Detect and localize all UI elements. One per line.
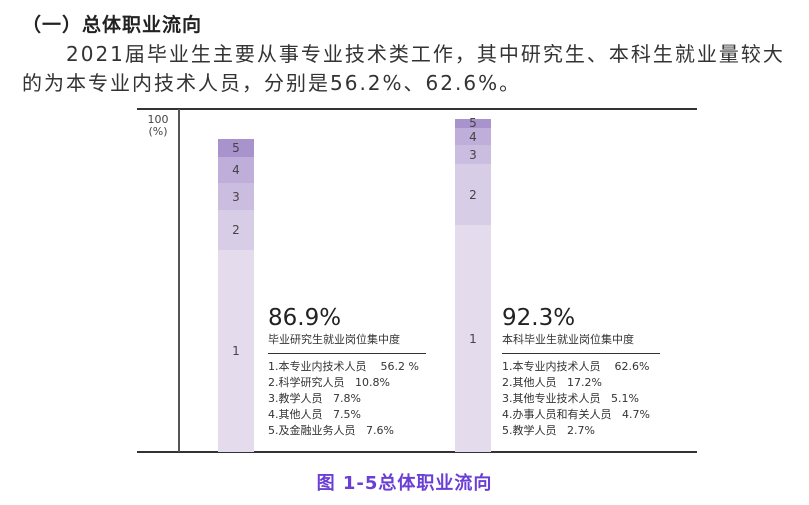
bar-segment-3: 3 xyxy=(218,183,254,210)
segment-label: 2 xyxy=(469,187,477,202)
undergraduate-total: 92.3% xyxy=(502,305,576,331)
undergraduate-subtitle: 本科毕业生就业岗位集中度 xyxy=(502,333,634,346)
bar-segment-3: 3 xyxy=(455,145,491,164)
y-axis-unit: (%) xyxy=(148,125,168,138)
legend-item: 2.科学研究人员 10.8% xyxy=(268,376,390,389)
intro-text: 2021届毕业生主要从事专业技术类工作，其中研究生、本科生就业量较大的为本专业内… xyxy=(22,42,785,95)
segment-label: 1 xyxy=(232,344,240,358)
bar-segment-2: 2 xyxy=(218,210,254,250)
segment-label: 1 xyxy=(469,331,477,346)
graduate-total: 86.9% xyxy=(268,305,342,331)
segment-label: 3 xyxy=(232,189,240,204)
legend-item: 4.其他人员 7.5% xyxy=(268,408,361,421)
figure-caption: 图 1-5总体职业流向 xyxy=(316,473,493,494)
chart-top-border xyxy=(137,108,697,110)
divider xyxy=(502,353,660,354)
bar-segment-4: 4 xyxy=(218,157,254,183)
legend-item: 3.其他专业技术人员 5.1% xyxy=(502,392,639,405)
legend-item: 4.办事人员和有关人员 4.7% xyxy=(502,408,650,421)
bar-graduate: 5 4 3 2 1 xyxy=(218,139,254,452)
y-axis-label: 100 (%) xyxy=(140,114,176,138)
legend-item: 2.其他人员 17.2% xyxy=(502,376,602,389)
chart-baseline xyxy=(137,451,697,453)
segment-label: 2 xyxy=(232,223,240,237)
segment-label: 4 xyxy=(232,163,240,177)
legend-item: 5.教学人员 2.7% xyxy=(502,424,595,437)
bar-segment-5: 5 xyxy=(218,139,254,157)
graduate-summary: 86.9% 毕业研究生就业岗位集中度 1.本专业内技术人员 56.2 % 2.科… xyxy=(268,306,426,439)
segment-label: 5 xyxy=(469,116,477,130)
divider xyxy=(268,353,426,354)
bar-undergraduate: 5 4 3 2 1 xyxy=(455,116,491,452)
legend-item: 1.本专业内技术人员 62.6% xyxy=(502,360,650,373)
segment-label: 5 xyxy=(232,141,240,155)
y-axis-max: 100 xyxy=(147,113,169,126)
bar-segment-4: 4 xyxy=(455,128,491,145)
graduate-subtitle: 毕业研究生就业岗位集中度 xyxy=(268,333,400,346)
intro-paragraph: 2021届毕业生主要从事专业技术类工作，其中研究生、本科生就业量较大的为本专业内… xyxy=(22,40,802,98)
legend-item: 1.本专业内技术人员 56.2 % xyxy=(268,360,419,373)
undergraduate-summary: 92.3% 本科毕业生就业岗位集中度 1.本专业内技术人员 62.6% 2.其他… xyxy=(502,306,660,439)
legend-item: 3.教学人员 7.8% xyxy=(268,392,361,405)
segment-label: 3 xyxy=(469,147,477,162)
section-heading: （一）总体职业流向 xyxy=(22,14,203,36)
segment-label: 4 xyxy=(469,129,477,144)
y-axis xyxy=(178,109,180,452)
bar-segment-2: 2 xyxy=(455,164,491,225)
legend-item: 5.及金融业务人员 7.6% xyxy=(268,424,394,437)
bar-segment-1: 1 xyxy=(455,225,491,452)
bar-segment-1: 1 xyxy=(218,250,254,452)
bar-segment-5: 5 xyxy=(455,116,491,130)
